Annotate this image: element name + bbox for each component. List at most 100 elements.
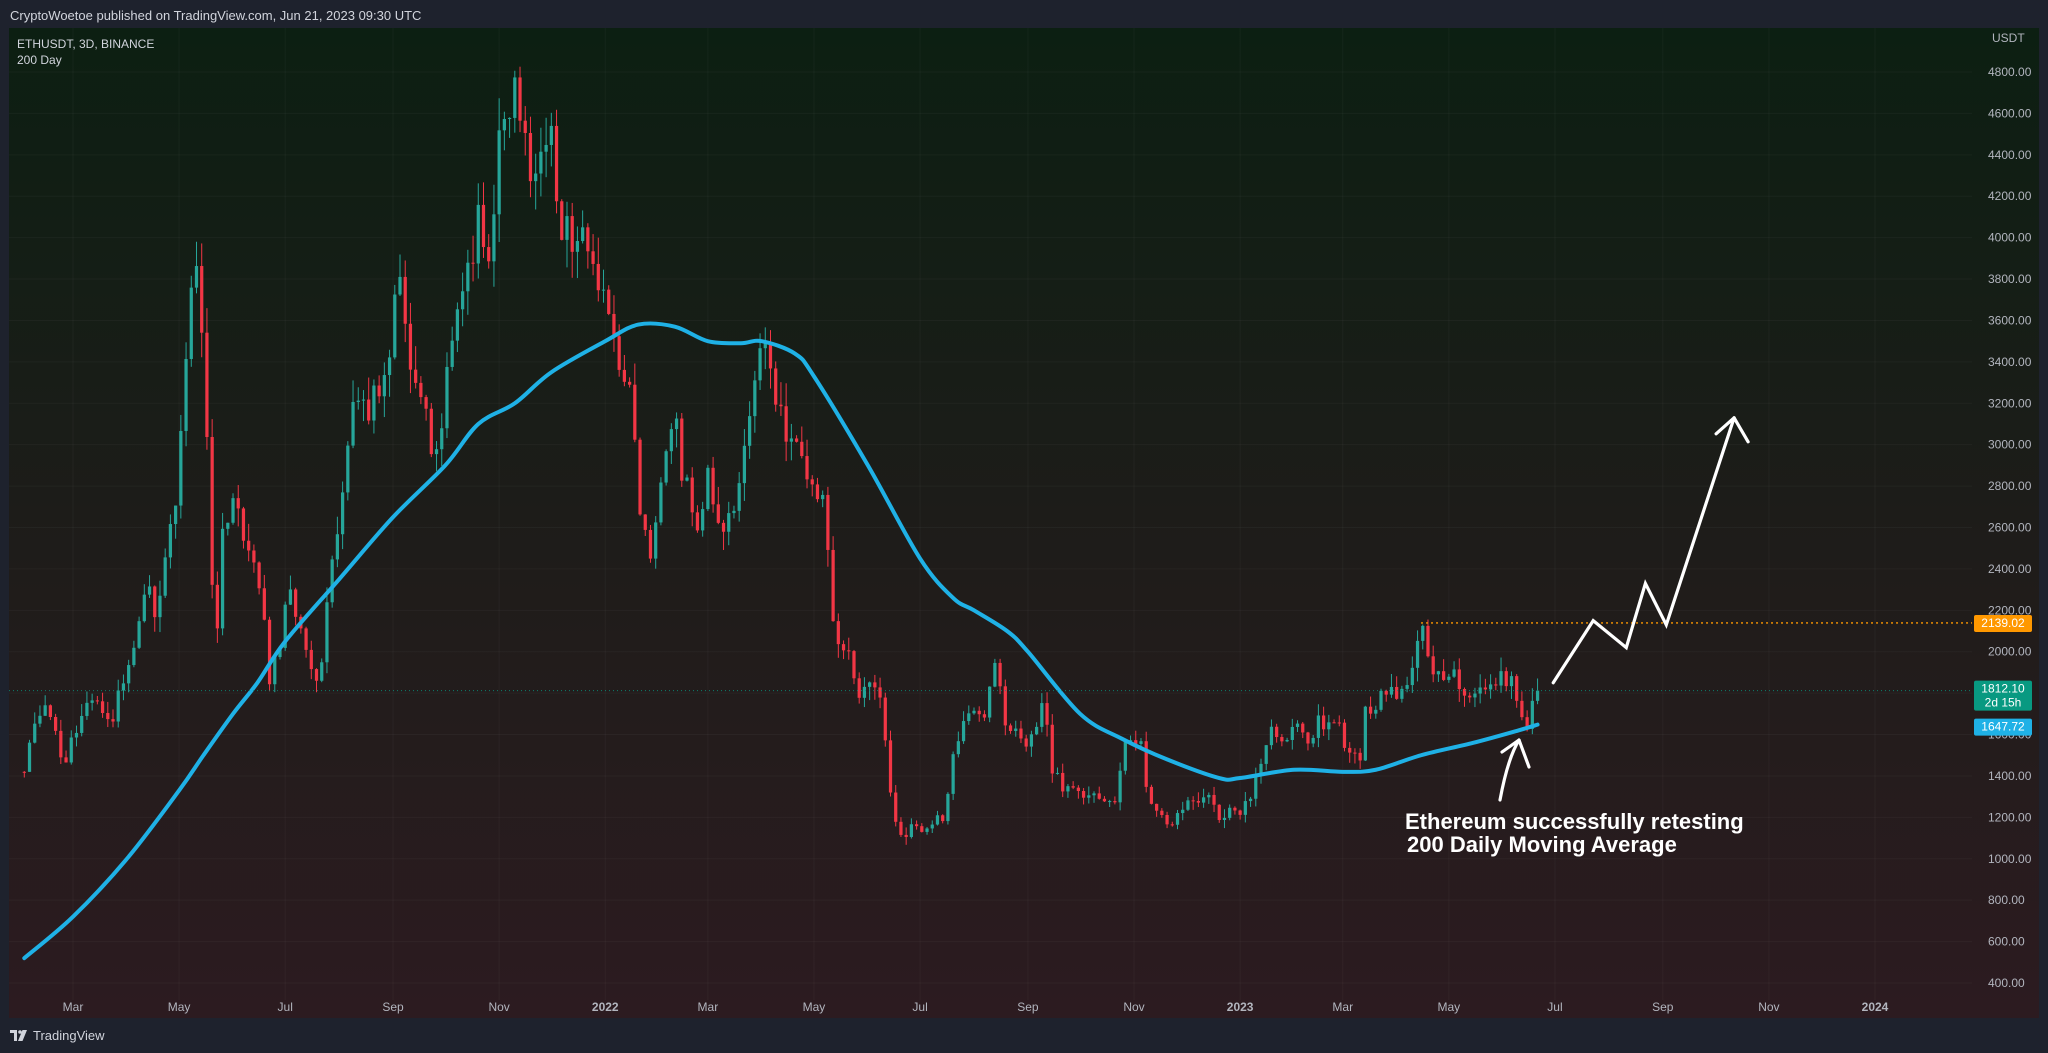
candle-body (612, 313, 616, 337)
candle-up (194, 241, 199, 294)
candle-body (1186, 800, 1190, 810)
y-tick-label: 4400.00 (1988, 148, 2032, 162)
candle-body (1405, 685, 1409, 689)
candle-up (33, 712, 37, 744)
candle-down (304, 626, 308, 658)
candle-down (914, 820, 919, 830)
candle-body (982, 714, 987, 718)
candle-down (586, 223, 590, 269)
candle-body (53, 716, 58, 731)
candle-down (1019, 720, 1023, 744)
candle-body (1035, 726, 1039, 735)
candle-down (1342, 719, 1347, 752)
candle-down (1045, 692, 1049, 737)
tradingview-brand[interactable]: TradingView (10, 1028, 105, 1043)
candle-body (617, 336, 621, 370)
candle-up (1014, 720, 1018, 737)
candle-body (85, 702, 89, 716)
candle-body (956, 741, 960, 755)
chart-area[interactable]: Ethereum successfully retesting 200 Daily… (9, 28, 2039, 1018)
candle-up (127, 659, 131, 693)
candle-body (116, 690, 120, 722)
legend-symbol[interactable]: ETHUSDT, 3D, BINANCE (17, 37, 155, 51)
candle-body (95, 700, 99, 702)
candle-up (1285, 737, 1289, 743)
candle-body (1123, 741, 1127, 771)
candle-down (1442, 659, 1446, 682)
candle-up (1447, 673, 1451, 683)
candle-down (648, 524, 653, 563)
chart-background (9, 28, 2039, 1018)
candle-body (1275, 726, 1279, 738)
candle-down (262, 574, 266, 621)
candle-body (200, 266, 204, 333)
candle-up (1311, 734, 1315, 748)
candle-body (779, 404, 783, 407)
candle-down (904, 827, 908, 845)
candle-body (38, 715, 42, 724)
candle-down (100, 692, 105, 718)
candle-up (137, 616, 141, 649)
candle-up (789, 423, 793, 461)
candle-up (748, 401, 752, 459)
candle-up (1055, 767, 1060, 775)
candle-down (622, 355, 627, 387)
candle-up (356, 387, 360, 410)
candle-down (878, 677, 882, 709)
candle-up (1421, 624, 1425, 650)
candle-down (111, 709, 115, 728)
candle-body (967, 713, 971, 722)
candle-down (1395, 676, 1399, 700)
candle-body (158, 595, 162, 618)
candle-body (1353, 752, 1357, 754)
candle-body (127, 665, 131, 684)
candle-up (1066, 784, 1070, 798)
candle-up (539, 127, 543, 197)
candle-body (654, 522, 658, 559)
candle-down (612, 295, 616, 352)
candle-body (1301, 723, 1305, 733)
candle-down (424, 394, 428, 421)
candle-up (382, 362, 386, 418)
candle-body (1452, 669, 1456, 677)
candle-up (1389, 673, 1394, 698)
candle-up (669, 423, 673, 464)
candle-down (241, 506, 246, 549)
candle-body (1515, 676, 1519, 701)
ma-price-tag: 1647.72 (1974, 718, 2032, 736)
candle-body (257, 562, 261, 589)
candle-up (993, 658, 997, 688)
candle-body (622, 369, 627, 382)
candle-up (727, 501, 731, 546)
x-tick-label: Sep (1017, 1000, 1039, 1014)
candle-body (304, 628, 308, 650)
candle-body (1207, 794, 1211, 798)
candle-body (137, 621, 141, 648)
candle-body (857, 678, 861, 698)
candle-body (262, 588, 266, 620)
candle-body (638, 439, 642, 515)
candle-body (1217, 804, 1221, 821)
candle-up (1509, 671, 1514, 699)
candle-body (1421, 625, 1425, 641)
candle-body (1149, 786, 1154, 804)
candle-down (1233, 806, 1237, 815)
candle-body (314, 669, 319, 681)
candle-body (419, 382, 423, 398)
candle-body (591, 251, 595, 264)
candle-body (1254, 774, 1258, 799)
candle-body (1415, 640, 1420, 668)
candle-body (179, 430, 183, 506)
candle-down (1384, 689, 1388, 702)
candle-body (487, 247, 491, 262)
candle-down (1332, 719, 1336, 724)
x-tick-label: 2023 (1227, 1000, 1254, 1014)
legend-indicator[interactable]: 200 Day (17, 53, 62, 67)
candle-up (1269, 719, 1274, 750)
candle-up (544, 117, 548, 178)
candle-down (1191, 796, 1195, 810)
candle-body (549, 125, 553, 145)
candle-up (659, 477, 663, 526)
